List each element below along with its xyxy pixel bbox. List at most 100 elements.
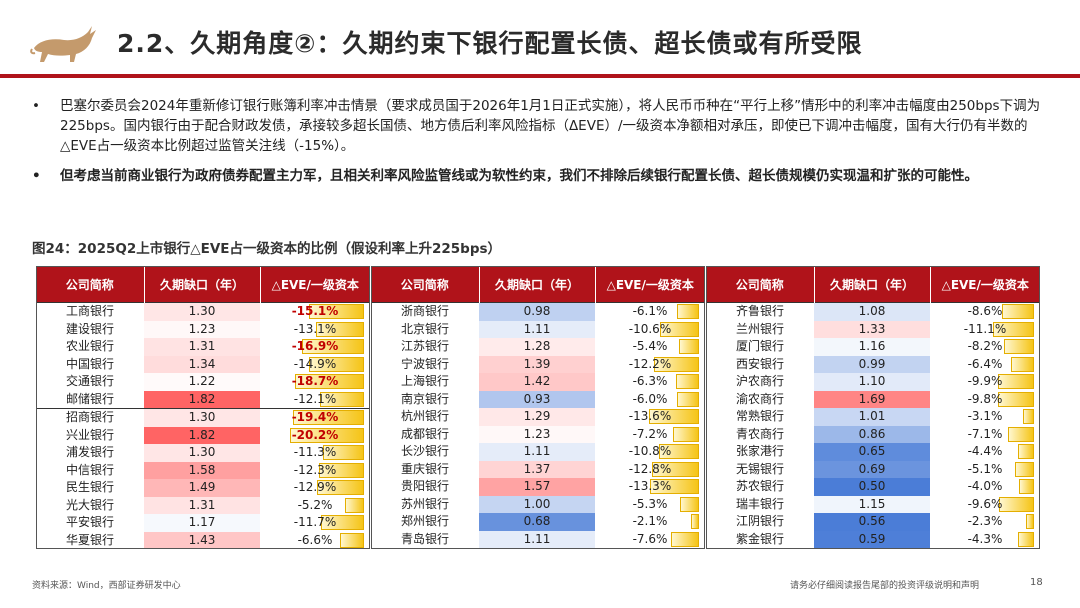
duration-gap-cell: 1.01 — [814, 408, 930, 426]
bank-name-cell: 宁波银行 — [400, 356, 449, 371]
table-row: 浙商银行 0.98 -6.1% — [371, 302, 705, 321]
eve-ratio-value: -9.8% — [967, 391, 1003, 406]
duration-gap-cell: 1.37 — [479, 460, 595, 478]
eve-ratio-value: -2.1% — [632, 514, 668, 528]
table-header-row: 公司简称 久期缺口（年） △EVE/一级资本 — [371, 266, 705, 303]
page-number: 18 — [1030, 577, 1043, 588]
eve-ratio-bar — [293, 410, 364, 425]
eve-ratio-cell: -9.9% — [930, 373, 1040, 391]
table-row: 江苏银行 1.28 -5.4% — [371, 338, 705, 356]
eve-ratio-bar — [316, 321, 364, 337]
bullet-dot: • — [32, 98, 40, 114]
eve-ratio-value: -2.3% — [967, 514, 1003, 528]
bank-name-cell: 贵阳银行 — [400, 479, 449, 493]
duration-gap-cell: 1.08 — [814, 302, 930, 321]
eve-ratio-value: -13.3% — [628, 479, 672, 493]
table-row: 中信银行 1.58 -12.3% — [36, 461, 370, 479]
table-row: 招商银行 1.30 -19.4% — [36, 408, 370, 427]
bank-name-cell: 江阴银行 — [735, 514, 784, 528]
bank-name-cell: 厦门银行 — [735, 339, 784, 353]
table-row: 瑞丰银行 1.15 -9.6% — [706, 495, 1040, 513]
column-header: 公司简称 — [371, 266, 480, 303]
eve-ratio-value: -6.0% — [632, 391, 668, 406]
bank-name-cell: 苏州银行 — [400, 496, 449, 511]
duration-gap-cell: 1.30 — [144, 302, 260, 321]
eve-ratio-bar — [309, 356, 364, 372]
duration-gap-cell: 1.11 — [479, 530, 595, 548]
bank-name-cell: 兴业银行 — [65, 427, 114, 442]
eve-ratio-bar — [1008, 426, 1034, 442]
eve-ratio-value: -6.1% — [632, 304, 668, 318]
duration-gap-cell: 1.10 — [814, 373, 930, 391]
duration-gap-cell: 1.11 — [479, 443, 595, 461]
table-row: 交通银行 1.22 -18.7% — [36, 373, 370, 391]
eve-ratio-bar — [340, 532, 364, 548]
table-row: 张家港行 0.65 -4.4% — [706, 443, 1040, 461]
duration-gap-cell: 1.29 — [479, 408, 595, 426]
eve-ratio-value: -12.1% — [293, 391, 337, 406]
eve-ratio-value: -4.0% — [967, 479, 1003, 493]
bank-name-cell: 重庆银行 — [400, 461, 449, 476]
eve-ratio-value: -12.2% — [628, 356, 672, 371]
eve-ratio-cell: -8.2% — [930, 338, 1040, 356]
eve-ratio-value: -5.3% — [632, 496, 668, 511]
duration-gap-cell: 1.34 — [144, 355, 260, 373]
column-header: 久期缺口（年） — [144, 266, 261, 303]
table-row: 兰州银行 1.33 -11.1% — [706, 320, 1040, 338]
duration-gap-cell: 0.86 — [814, 425, 930, 443]
eve-ratio-cell: -11.3% — [260, 444, 370, 462]
eve-ratio-bar — [691, 514, 699, 529]
eve-ratio-cell: -5.2% — [260, 497, 370, 515]
column-header: 久期缺口（年） — [814, 266, 931, 303]
bank-name-cell: 民生银行 — [65, 480, 114, 494]
eve-ratio-value: -6.6% — [297, 532, 333, 547]
eve-ratio-bar — [1004, 339, 1034, 354]
eve-ratio-bar — [652, 461, 699, 477]
eve-ratio-value: -12.3% — [293, 462, 337, 477]
eve-ratio-cell: -3.1% — [930, 408, 1040, 426]
eve-ratio-bar — [1019, 479, 1034, 494]
table-row: 光大银行 1.31 -5.2% — [36, 496, 370, 515]
duration-gap-cell: 1.58 — [144, 461, 260, 479]
bank-name-cell: 成都银行 — [400, 426, 449, 441]
table-row: 青岛银行 1.11 -7.6% — [371, 530, 705, 548]
duration-gap-cell: 0.50 — [814, 478, 930, 496]
table-row: 沪农商行 1.10 -9.9% — [706, 373, 1040, 391]
eve-ratio-bar — [676, 374, 699, 389]
bank-name-cell: 江苏银行 — [400, 339, 449, 353]
eve-ratio-cell: -19.4% — [260, 408, 370, 427]
eve-ratio-cell: -2.3% — [930, 513, 1040, 531]
bank-name-cell: 兰州银行 — [735, 321, 784, 336]
bank-name-cell: 平安银行 — [65, 515, 114, 529]
eve-ratio-value: -13.6% — [628, 409, 672, 423]
table-row: 农业银行 1.31 -16.9% — [36, 338, 370, 356]
eve-ratio-cell: -20.2% — [260, 427, 370, 445]
duration-gap-cell: 1.28 — [479, 338, 595, 356]
eve-ratio-value: -6.4% — [967, 356, 1003, 371]
eve-ratio-cell: -16.9% — [260, 338, 370, 356]
eve-ratio-bar — [654, 356, 699, 372]
duration-gap-cell: 1.30 — [144, 408, 260, 427]
table-row: 北京银行 1.11 -10.6% — [371, 320, 705, 338]
duration-gap-cell: 1.82 — [144, 426, 260, 444]
bank-name-cell: 浦发银行 — [65, 445, 114, 459]
table-header-row: 公司简称 久期缺口（年） △EVE/一级资本 — [706, 266, 1040, 303]
eve-ratio-cell: -9.8% — [930, 391, 1040, 409]
page-title: 2.2、久期角度②：久期约束下银行配置长债、超长债或有所受限 — [117, 29, 863, 58]
duration-gap-cell: 1.42 — [479, 373, 595, 391]
eve-ratio-bar — [998, 391, 1034, 407]
eve-ratio-cell: -12.1% — [260, 391, 370, 409]
eve-ratio-value: -8.6% — [967, 304, 1003, 318]
eve-table-2: 公司简称 久期缺口（年） △EVE/一级资本 浙商银行 0.98 -6.1% 北京银行 1.1… — [371, 266, 705, 548]
duration-gap-cell: 0.65 — [814, 443, 930, 461]
source-note: 资料来源：Wind，西部证券研发中心 — [32, 581, 181, 591]
eve-ratio-cell: -5.3% — [595, 496, 705, 514]
bullet-text: 但考虑当前商业银行为政府债券配置主力军，且相关利率风险监管线或为软性约束，我们不… — [60, 168, 978, 184]
column-header: △EVE/一级资本 — [260, 266, 370, 303]
bank-name-cell: 杭州银行 — [400, 409, 449, 423]
table-row: 常熟银行 1.01 -3.1% — [706, 408, 1040, 426]
duration-gap-cell: 1.69 — [814, 390, 930, 408]
eve-ratio-value: -7.1% — [967, 426, 1003, 441]
bank-name-cell: 青农商行 — [735, 426, 784, 441]
eve-ratio-bar — [321, 515, 364, 530]
